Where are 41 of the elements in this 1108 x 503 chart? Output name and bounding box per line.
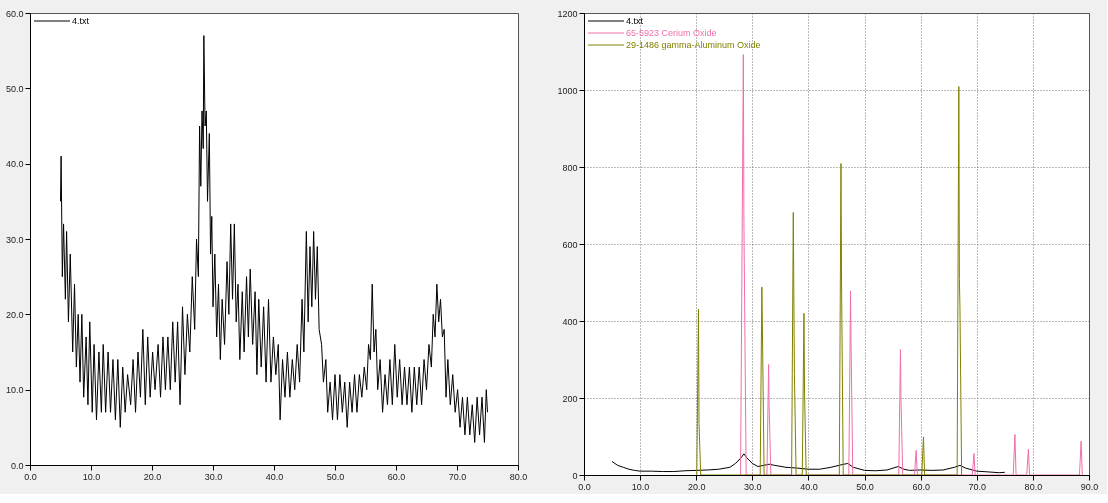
y-tick-label: 0.0 — [10, 460, 24, 471]
x-tick-label: 10.0 — [631, 481, 650, 492]
y-tick-label: 0 — [572, 470, 578, 481]
y-tick-label: 1000 — [557, 85, 578, 96]
y-tick-label: 800 — [562, 162, 578, 173]
y-tick-label: 1200 — [557, 8, 578, 19]
x-tick-label: 30.0 — [744, 481, 762, 492]
y-tick-label: 30.0 — [5, 234, 24, 245]
x-tick-label: 20.0 — [687, 481, 706, 492]
y-tick-label: 20.0 — [5, 309, 24, 320]
line-series — [611, 453, 1006, 474]
legend-label: 4.txt — [626, 16, 644, 26]
line-series — [60, 35, 488, 443]
x-tick-label: 50.0 — [326, 471, 345, 482]
y-tick-label: 40.0 — [5, 159, 24, 170]
y-tick-label: 400 — [562, 316, 578, 327]
legend-label: 4.txt — [72, 16, 90, 26]
legend-label: 29-1486 gamma-Aluminum Oxide — [626, 40, 761, 50]
x-tick-label: 0.0 — [578, 481, 591, 492]
legend-label: 65-5923 Cerium Oxide — [626, 28, 717, 38]
x-tick-label: 70.0 — [968, 481, 987, 492]
line-series — [740, 54, 1083, 475]
x-tick-label: 80.0 — [509, 471, 528, 482]
x-tick-label: 70.0 — [448, 471, 467, 482]
x-tick-label: 20.0 — [143, 471, 162, 482]
x-tick-label: 80.0 — [1024, 481, 1043, 492]
x-tick-label: 40.0 — [265, 471, 284, 482]
x-tick-label: 40.0 — [800, 481, 818, 492]
y-tick-label: 50.0 — [5, 83, 24, 94]
x-tick-label: 90.0 — [1080, 481, 1099, 492]
y-tick-label: 10.0 — [5, 385, 24, 396]
x-tick-label: 30.0 — [204, 471, 223, 482]
y-tick-label: 60.0 — [5, 8, 24, 19]
x-tick-label: 60.0 — [912, 481, 930, 492]
x-tick-label: 50.0 — [856, 481, 874, 492]
y-tick-label: 600 — [562, 239, 578, 250]
line-series — [696, 86, 963, 475]
x-tick-label: 10.0 — [82, 471, 101, 482]
y-tick-label: 200 — [562, 393, 578, 404]
x-tick-label: 60.0 — [387, 471, 406, 482]
x-tick-label: 0.0 — [24, 471, 37, 482]
